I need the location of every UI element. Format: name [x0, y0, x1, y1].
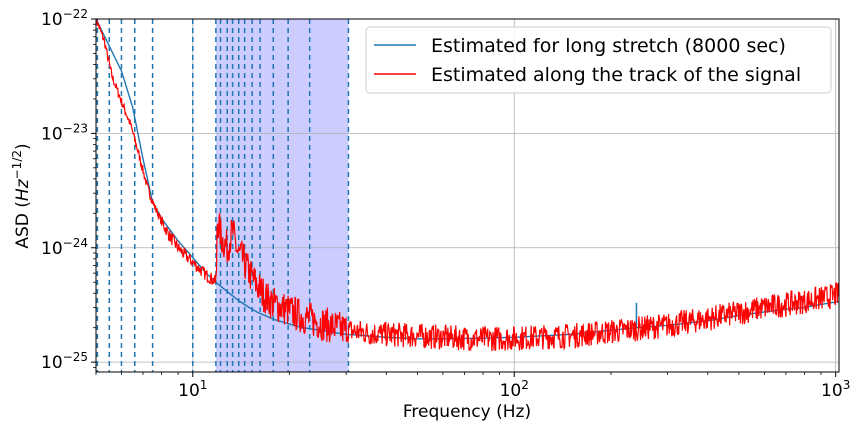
y-tick-label: 10−24	[41, 236, 88, 259]
shaded-band-layer	[215, 19, 349, 372]
tick-layer: 101 102 103 10−22 10−23 10−24 10−25	[41, 7, 850, 401]
series-layer	[96, 19, 839, 352]
y-tick-label: 10−22	[41, 7, 88, 30]
x-axis-label: Frequency (Hz)	[403, 402, 531, 422]
x-tick-label: 101	[178, 378, 207, 401]
y-axis-label: ASD (Hz−1/2)	[10, 143, 33, 248]
x-tick-label: 103	[821, 378, 850, 401]
legend: Estimated for long stretch (8000 sec) Es…	[365, 26, 832, 94]
legend-box	[365, 26, 832, 94]
y-tick-label: 10−23	[41, 121, 88, 144]
legend-label-long-stretch: Estimated for long stretch (8000 sec)	[431, 35, 786, 57]
series-1	[96, 19, 839, 352]
shaded-band	[215, 19, 349, 372]
x-tick-label: 102	[500, 378, 529, 401]
plot-frame	[95, 18, 840, 373]
legend-label-track: Estimated along the track of the signal	[431, 64, 801, 86]
series-line-1	[96, 19, 839, 352]
vertical-lines-layer	[96, 19, 350, 372]
y-tick-label: 10−25	[41, 350, 88, 373]
